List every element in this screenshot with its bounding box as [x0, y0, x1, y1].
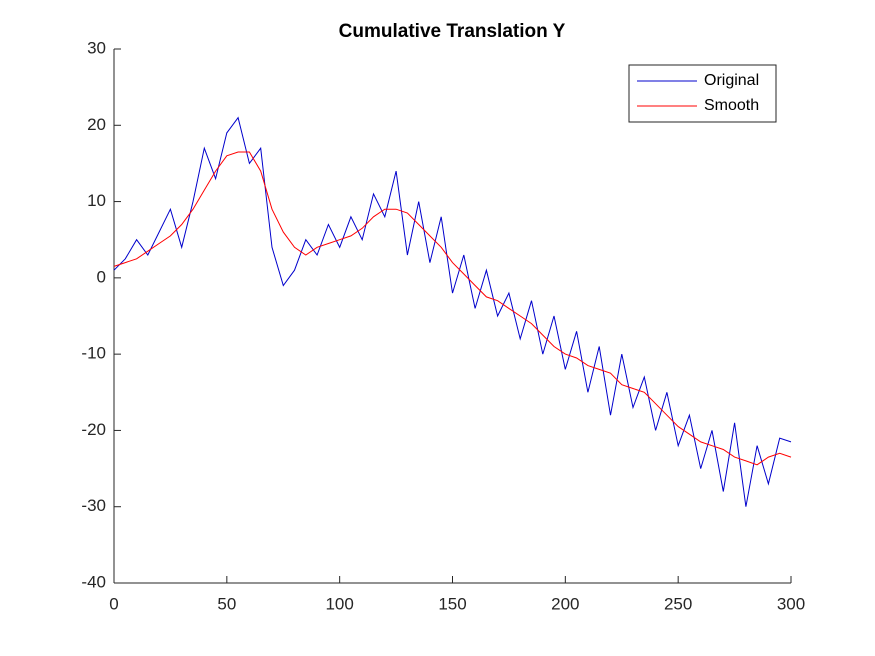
y-tick-label: 30 [87, 38, 106, 57]
chart-title: Cumulative Translation Y [339, 21, 566, 42]
series-line [113, 116, 792, 507]
x-tick-label: 0 [109, 594, 118, 613]
y-tick-label: -40 [81, 572, 106, 591]
x-tick-label: 250 [664, 594, 692, 613]
y-tick-label: -30 [81, 496, 106, 515]
x-tick-label: 100 [325, 594, 353, 613]
legend-box [628, 64, 777, 123]
y-tick-label: 10 [87, 191, 106, 210]
y-tick-label: -10 [81, 344, 106, 363]
y-tick-label: 20 [87, 115, 106, 134]
legend-label: Smooth [704, 97, 759, 114]
x-tick-label: 50 [217, 594, 236, 613]
x-tick-label: 150 [438, 594, 466, 613]
series-line [113, 151, 792, 466]
y-tick-label: -20 [81, 420, 106, 439]
x-tick-label: 200 [551, 594, 579, 613]
legend-label: Original [704, 72, 759, 89]
y-tick-label: 0 [97, 267, 106, 286]
x-tick-label: 300 [777, 594, 805, 613]
